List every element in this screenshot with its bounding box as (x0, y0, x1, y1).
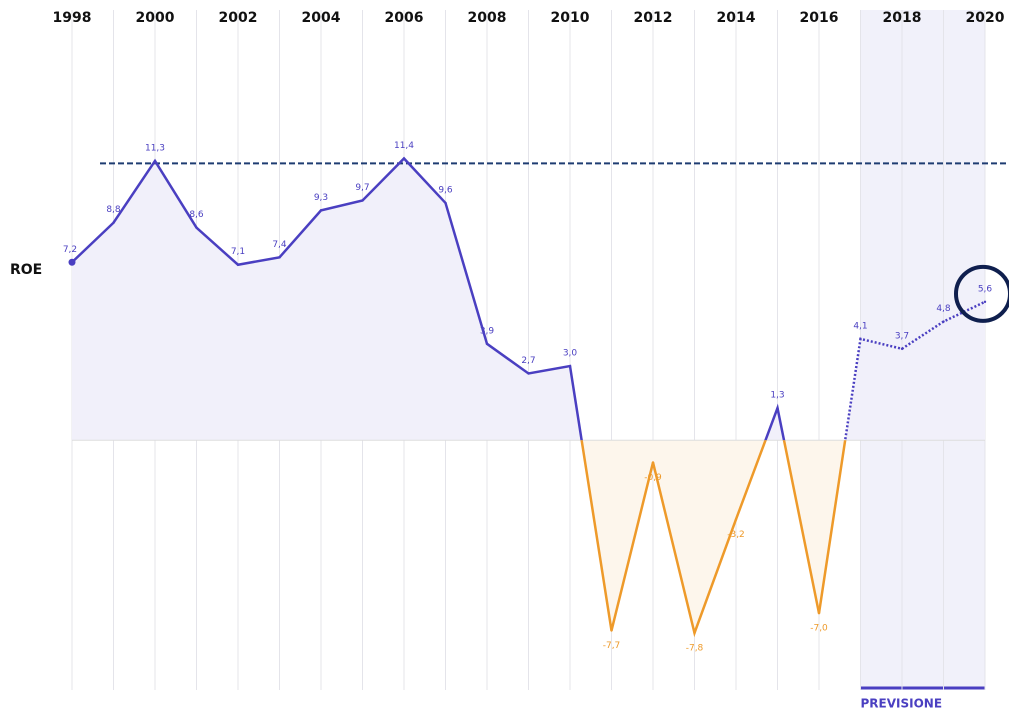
point (817, 612, 821, 615)
point (859, 337, 862, 341)
point (776, 406, 779, 410)
point (610, 629, 613, 632)
data-label: 2,7 (521, 356, 535, 366)
point (734, 518, 738, 521)
data-label: 4,1 (853, 321, 867, 331)
data-label: -7,8 (686, 643, 704, 653)
data-label: 9,3 (314, 193, 328, 203)
point (693, 631, 696, 635)
area-negative (581, 440, 846, 633)
data-label: 3,0 (563, 349, 578, 359)
data-label: -7,7 (603, 641, 621, 651)
data-label: 5,6 (978, 284, 993, 294)
data-label: 1,3 (770, 391, 784, 401)
x-tick-label: 2012 (634, 10, 673, 26)
data-label: 3,7 (895, 331, 909, 341)
point (402, 157, 406, 160)
x-tick-label: 2010 (551, 10, 590, 26)
area-positive (72, 158, 985, 441)
point (195, 226, 198, 229)
x-tick-label: 2004 (302, 10, 341, 26)
x-tick-label: 2018 (883, 10, 922, 26)
data-label: 7,1 (231, 247, 245, 257)
forecast-label: PREVISIONE (861, 697, 943, 711)
data-label: 9,7 (355, 183, 369, 193)
point (568, 364, 572, 368)
data-label: 11,3 (145, 143, 165, 153)
point (278, 256, 281, 259)
x-tick-label: 1998 (53, 10, 92, 26)
point (444, 201, 447, 205)
data-label: 3,9 (480, 326, 495, 336)
x-tick-label: 2002 (219, 10, 258, 26)
x-tick-label: 2020 (966, 10, 1005, 26)
point (651, 461, 655, 464)
point (900, 347, 904, 350)
point (527, 372, 530, 375)
y-axis-label: ROE (10, 262, 42, 278)
point (319, 209, 323, 212)
data-label: 7,4 (272, 240, 287, 250)
x-tick-label: 2006 (385, 10, 424, 26)
x-tick-label: 2008 (468, 10, 507, 26)
data-label: -0,9 (644, 473, 662, 483)
point (236, 263, 240, 266)
point (485, 342, 489, 346)
point (112, 221, 115, 224)
data-label: 8,6 (189, 210, 204, 220)
point (983, 300, 987, 304)
x-tick-label: 2016 (800, 10, 839, 26)
point (153, 159, 157, 163)
data-label: 8,8 (106, 205, 121, 215)
x-tick-label: 2000 (136, 10, 175, 26)
data-label: 9,6 (438, 185, 453, 195)
highlight-circle (954, 264, 1009, 323)
data-label: 4,8 (936, 304, 951, 314)
data-label: -7,0 (810, 624, 828, 634)
x-tick-label: 2014 (717, 10, 756, 26)
data-label: -3,2 (727, 530, 745, 540)
data-label: 11,4 (394, 141, 414, 151)
point (68, 258, 76, 266)
data-label: 7,2 (63, 245, 77, 255)
point (942, 320, 945, 323)
point (361, 199, 364, 202)
